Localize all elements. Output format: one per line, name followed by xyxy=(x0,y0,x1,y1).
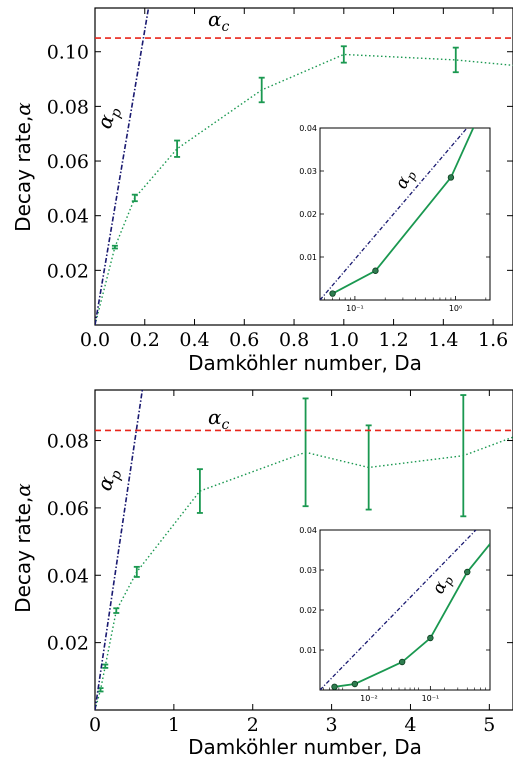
alpha-p-line xyxy=(95,8,150,325)
inset-x-tick-label: 10⁻² xyxy=(360,694,378,703)
inset-x-tick-label: 10⁰ xyxy=(449,304,462,313)
y-tick-label: 0.02 xyxy=(47,633,89,655)
inset-frame xyxy=(319,529,491,691)
inset-alpha-p-line xyxy=(320,128,468,300)
chart-panel-1: 0.0 0.2 0.4 0.6 0.8 1.0 1.2 1.4 1.6 0.02 0.04 0.06 0… xyxy=(11,7,513,375)
inset-data-point xyxy=(427,634,434,642)
x-tick-label: 1 xyxy=(168,714,180,736)
x-tick-label: 1.2 xyxy=(378,329,408,351)
y-tick-label: 0.06 xyxy=(47,151,89,173)
inset-x-tick-label: 10⁻¹ xyxy=(422,694,440,703)
inset-y-tick-label: 0.04 xyxy=(299,124,317,133)
x-tick-label: 0 xyxy=(89,714,101,736)
x-tick-label: 0.8 xyxy=(279,329,309,351)
y-tick-label: 0.10 xyxy=(47,42,89,64)
alpha-p-label: αp xyxy=(92,103,126,133)
y-tick-label: 0.08 xyxy=(47,431,89,453)
data-series-line xyxy=(95,53,513,325)
x-tick-label: 0.4 xyxy=(179,329,209,351)
inset-y-tick-label: 0.03 xyxy=(299,566,317,575)
inset-alpha-p-line xyxy=(320,530,477,690)
inset-frame xyxy=(319,127,491,301)
inset-data-line xyxy=(332,128,475,295)
inset-y-tick-label: 0.01 xyxy=(299,253,317,262)
y-axis-label-text: Decay rate, xyxy=(11,116,35,232)
x-tick-label: 0.6 xyxy=(229,329,259,351)
chart-panel-2: 0 1 2 3 4 5 0.02 0.04 0.06 0.08 Damköhler number, … xyxy=(11,389,513,759)
x-tick-label: 2 xyxy=(247,714,259,736)
plot-area xyxy=(95,390,513,710)
y-tick-label: 0.06 xyxy=(47,498,89,520)
x-axis-label: Damköhler number, Da xyxy=(188,735,422,759)
y-axis-label: Decay rate,α xyxy=(11,483,35,613)
inset-data-point xyxy=(447,174,455,181)
inset-plot-area xyxy=(320,128,475,300)
y-tick-label: 0.02 xyxy=(47,260,89,282)
inset-y-tick-label: 0.02 xyxy=(299,606,317,615)
x-axis-label: Damköhler number, Da xyxy=(188,351,422,375)
y-axis-label-symbol: α xyxy=(11,483,35,497)
inset-data-point xyxy=(398,658,406,666)
inset-y-tick-label: 0.02 xyxy=(299,210,317,219)
y-axis-label-text: Decay rate, xyxy=(11,497,35,613)
alpha-c-subscript: c xyxy=(222,19,230,35)
x-tick-label: 1.4 xyxy=(428,329,458,351)
alpha-p-line xyxy=(95,390,144,710)
alpha-c-symbol: α xyxy=(208,405,222,429)
x-tick-label: 5 xyxy=(483,714,495,736)
plot-frame xyxy=(94,389,513,711)
alpha-c-symbol: α xyxy=(208,7,222,31)
inset-data-point xyxy=(372,267,379,274)
alpha-c-subscript: c xyxy=(222,417,230,433)
data-series-line xyxy=(95,436,513,710)
x-tick-label: 1.0 xyxy=(329,329,359,351)
alpha-c-label: αc xyxy=(208,405,230,433)
y-tick-label: 0.08 xyxy=(47,96,89,118)
alpha-p-label: αp xyxy=(92,465,126,495)
inset-data-point xyxy=(329,290,336,297)
inset-x-tick-label: 10⁻¹ xyxy=(346,304,364,313)
y-tick-label: 0.04 xyxy=(47,565,89,587)
x-tick-label: 1.6 xyxy=(478,329,508,351)
x-tick-label: 4 xyxy=(404,714,416,736)
inset-data-point xyxy=(351,680,359,688)
y-tick-label: 0.04 xyxy=(47,206,89,228)
inset-data-line xyxy=(334,543,490,688)
inset-plot-area xyxy=(320,530,490,690)
inset-data-point xyxy=(464,568,471,576)
x-tick-label: 0.2 xyxy=(130,329,160,351)
y-axis-label-symbol: α xyxy=(11,102,35,116)
y-axis-label: Decay rate,α xyxy=(11,102,35,232)
inset-y-tick-label: 0.03 xyxy=(299,167,317,176)
x-tick-label: 0.0 xyxy=(80,329,110,351)
plot-area xyxy=(95,8,513,325)
inset-y-tick-label: 0.04 xyxy=(299,526,317,535)
x-tick-label: 3 xyxy=(326,714,338,736)
inset-y-tick-label: 0.01 xyxy=(299,646,317,655)
alpha-c-label: αc xyxy=(208,7,230,35)
inset-data-point xyxy=(331,683,338,690)
plot-frame xyxy=(94,7,513,326)
